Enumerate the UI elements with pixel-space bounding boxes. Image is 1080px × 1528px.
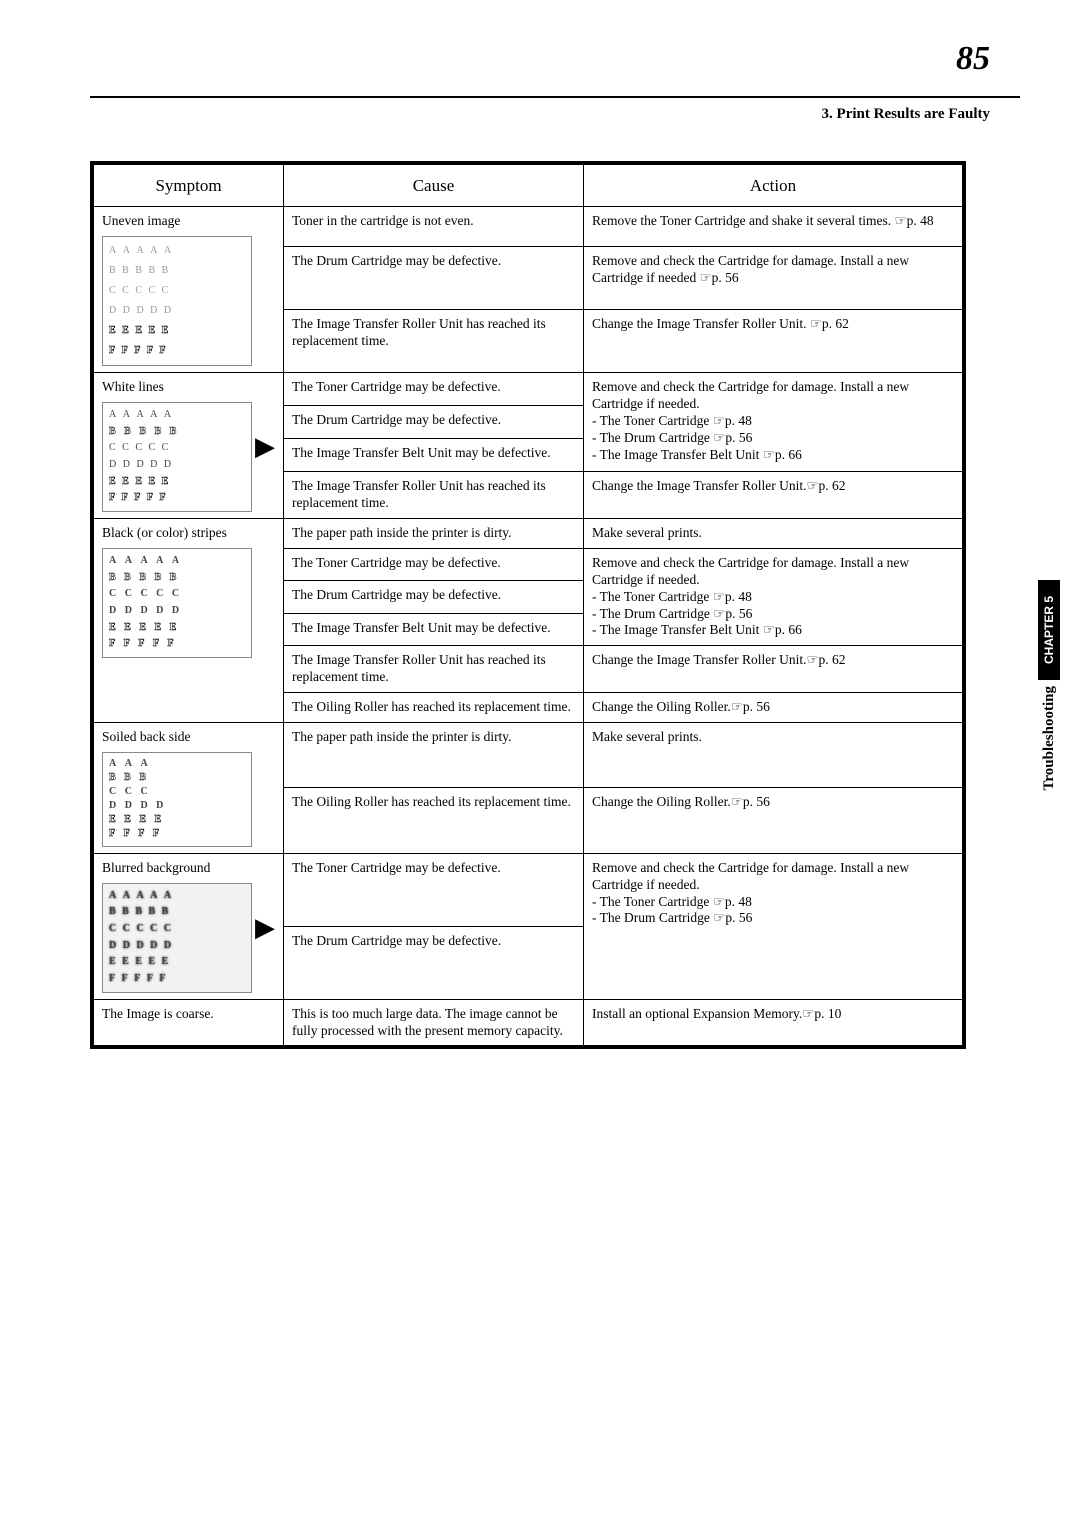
symptom-cell-soiled: Soiled back side A A A B B B C C C D D D… <box>94 722 284 853</box>
sample-blurred-icon: A A A A A B B B B B C C C C C D D D D D … <box>102 883 252 993</box>
page-number: 85 <box>90 40 1020 78</box>
symptom-cell-uneven: Uneven image A A A A A B B B B B C C C C… <box>94 207 284 373</box>
cause-cell: The Drum Cartridge may be defective. <box>284 247 584 310</box>
section-tab: Troubleshooting <box>1041 686 1058 790</box>
cause-cell: The Drum Cartridge may be defective. <box>284 405 584 438</box>
cause-cell: The Image Transfer Belt Unit may be defe… <box>284 438 584 471</box>
symptom-cell-coarse: The Image is coarse. <box>94 999 284 1046</box>
cause-cell: The Image Transfer Roller Unit has reach… <box>284 646 584 693</box>
cause-cell: The Toner Cartridge may be defective. <box>284 548 584 580</box>
action-cell: Remove the Toner Cartridge and shake it … <box>584 207 963 247</box>
symptom-title: Soiled back side <box>102 729 190 744</box>
action-cell: Install an optional Expansion Memory.☞p.… <box>584 999 963 1046</box>
action-cell: Make several prints. <box>584 722 963 787</box>
cause-cell: The Image Transfer Roller Unit has reach… <box>284 471 584 518</box>
symptom-title: Black (or color) stripes <box>102 525 227 540</box>
action-cell: Remove and check the Cartridge for damag… <box>584 548 963 645</box>
cause-cell: The paper path inside the printer is dir… <box>284 722 584 787</box>
symptom-cell-white: White lines A A A A A B B B B B C C C C … <box>94 373 284 519</box>
cause-cell: The Image Transfer Belt Unit may be defe… <box>284 613 584 645</box>
col-header-cause: Cause <box>284 165 584 207</box>
sample-soiled-icon: A A A B B B C C C D D D D E E E E F F F … <box>102 752 252 847</box>
symptom-title: Blurred background <box>102 860 210 875</box>
table-row: Uneven image A A A A A B B B B B C C C C… <box>94 207 963 247</box>
action-cell: Remove and check the Cartridge for damag… <box>584 373 963 472</box>
cause-cell: The Drum Cartridge may be defective. <box>284 581 584 613</box>
symptom-cell-black: Black (or color) stripes A A A A A B B B… <box>94 519 284 723</box>
table-row: White lines A A A A A B B B B B C C C C … <box>94 373 963 406</box>
table-row: Blurred background A A A A A B B B B B C… <box>94 853 963 926</box>
chapter-tab: CHAPTER 5 <box>1038 580 1060 680</box>
sample-uneven-icon: A A A A A B B B B B C C C C C D D D D D … <box>102 236 252 366</box>
cause-cell: The Image Transfer Roller Unit has reach… <box>284 310 584 373</box>
table-header-row: Symptom Cause Action <box>94 165 963 207</box>
cause-cell: The Toner Cartridge may be defective. <box>284 373 584 406</box>
cause-cell: Toner in the cartridge is not even. <box>284 207 584 247</box>
action-cell: Change the Image Transfer Roller Unit.☞p… <box>584 646 963 693</box>
troubleshooting-table: Symptom Cause Action Uneven image A A A … <box>93 164 963 1046</box>
cause-cell: The Toner Cartridge may be defective. <box>284 853 584 926</box>
table-row: The Image is coarse. This is too much la… <box>94 999 963 1046</box>
table-row: Black (or color) stripes A A A A A B B B… <box>94 519 963 549</box>
action-cell: Change the Image Transfer Roller Unit.☞p… <box>584 471 963 518</box>
action-cell: Change the Oiling Roller.☞p. 56 <box>584 693 963 723</box>
section-title: 3. Print Results are Faulty <box>90 106 1020 123</box>
sample-blackstripes-icon: A A A A A B B B B B C C C C C D D D D D … <box>102 548 252 658</box>
table-row: Soiled back side A A A B B B C C C D D D… <box>94 722 963 787</box>
cause-cell: The Drum Cartridge may be defective. <box>284 926 584 999</box>
action-cell: Change the Oiling Roller.☞p. 56 <box>584 788 963 853</box>
cause-cell: The Oiling Roller has reached its replac… <box>284 693 584 723</box>
top-rule <box>90 96 1020 98</box>
troubleshooting-table-frame: Symptom Cause Action Uneven image A A A … <box>90 161 966 1049</box>
action-cell: Change the Image Transfer Roller Unit. ☞… <box>584 310 963 373</box>
col-header-action: Action <box>584 165 963 207</box>
cause-cell: The paper path inside the printer is dir… <box>284 519 584 549</box>
action-cell: Remove and check the Cartridge for damag… <box>584 247 963 310</box>
sample-whitelines-icon: A A A A A B B B B B C C C C C D D D D D … <box>102 402 252 512</box>
side-tab: CHAPTER 5 Troubleshooting <box>1038 580 1060 791</box>
action-cell: Remove and check the Cartridge for damag… <box>584 853 963 999</box>
cause-cell: This is too much large data. The image c… <box>284 999 584 1046</box>
symptom-title: Uneven image <box>102 213 180 228</box>
symptom-cell-blurred: Blurred background A A A A A B B B B B C… <box>94 853 284 999</box>
action-cell: Make several prints. <box>584 519 963 549</box>
col-header-symptom: Symptom <box>94 165 284 207</box>
symptom-title: White lines <box>102 379 164 394</box>
cause-cell: The Oiling Roller has reached its replac… <box>284 788 584 853</box>
